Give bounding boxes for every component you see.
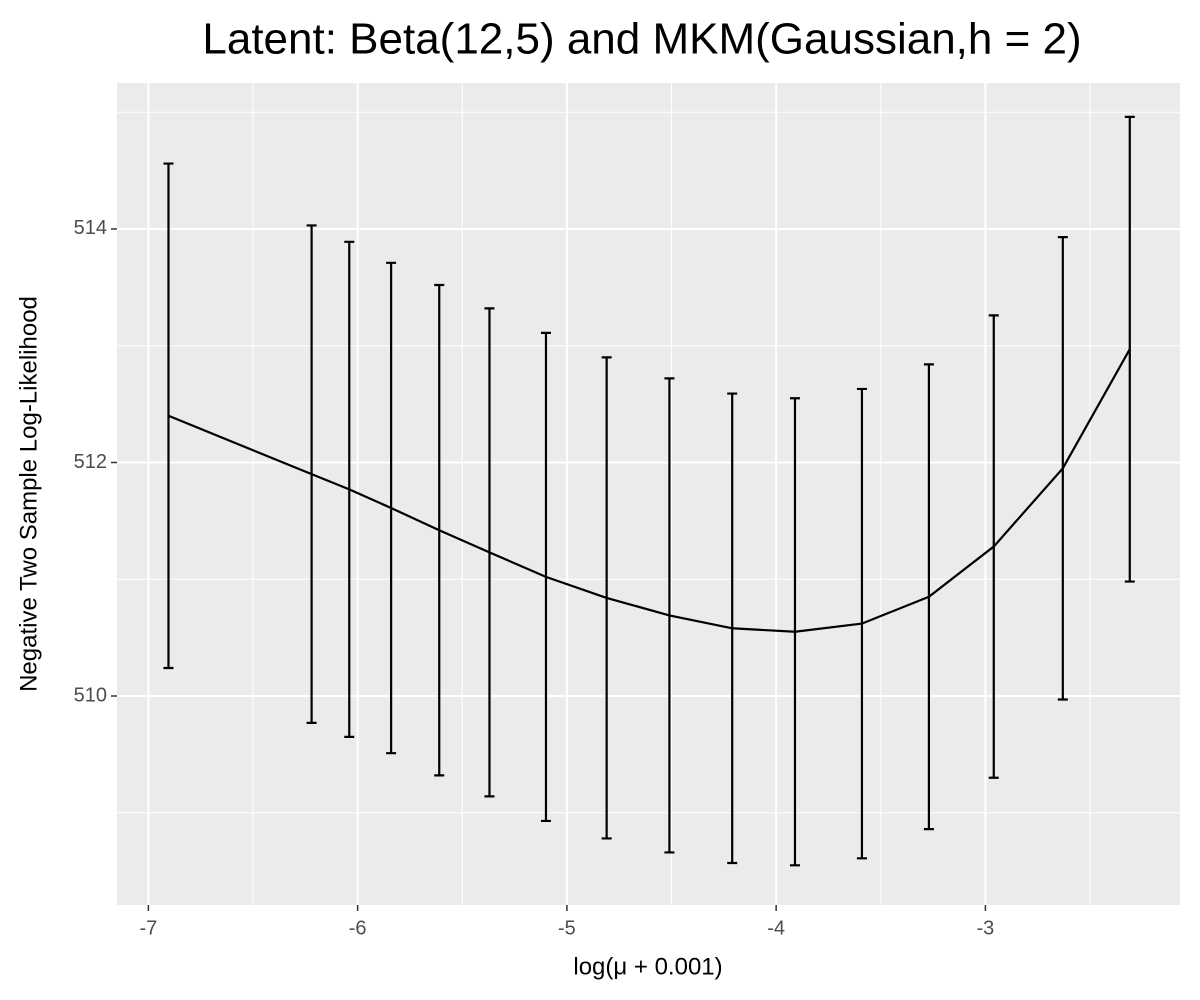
error-bar bbox=[988, 314, 999, 779]
x-tick-label: -4 bbox=[767, 917, 785, 939]
marks bbox=[163, 115, 1135, 867]
x-tick-label: -7 bbox=[139, 917, 157, 939]
error-bar bbox=[484, 307, 495, 798]
error-bar bbox=[344, 240, 355, 738]
error-bar bbox=[1057, 236, 1068, 701]
y-tick-label: 514 bbox=[74, 217, 107, 239]
error-bar bbox=[386, 261, 397, 755]
panel bbox=[117, 83, 1180, 905]
error-bar bbox=[727, 392, 738, 865]
error-bar bbox=[434, 283, 445, 777]
error-bar bbox=[601, 356, 612, 840]
error-bar bbox=[856, 387, 867, 860]
error-bar bbox=[664, 377, 675, 854]
error-bar bbox=[540, 331, 551, 823]
chart-title: Latent: Beta(12,5) and MKM(Gaussian,h = … bbox=[202, 15, 1081, 64]
x-axis-label: log(μ + 0.001) bbox=[573, 953, 722, 980]
x-tick-label: -3 bbox=[976, 917, 994, 939]
line bbox=[168, 348, 1131, 633]
x-tick-label: -6 bbox=[349, 917, 367, 939]
error-bar bbox=[923, 363, 934, 831]
error-bar bbox=[789, 397, 800, 867]
x-tick-label: -5 bbox=[558, 917, 576, 939]
error-bar bbox=[306, 224, 317, 724]
y-tick-label: 512 bbox=[74, 451, 107, 473]
error-bar bbox=[1124, 115, 1135, 583]
grid bbox=[117, 83, 1180, 905]
y-tick-label: 510 bbox=[74, 684, 107, 706]
error-bar bbox=[163, 162, 174, 670]
y-axis-label: Negative Two Sample Log-Likelihood bbox=[15, 296, 42, 692]
